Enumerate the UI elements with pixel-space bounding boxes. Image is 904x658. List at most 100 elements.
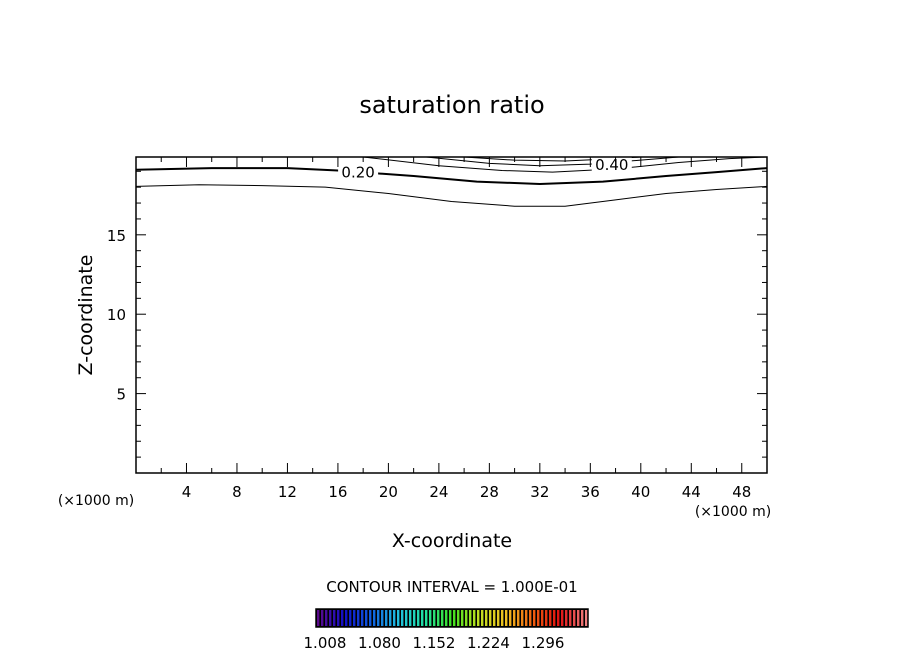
colorbar (315, 608, 589, 628)
colorbar-swatch (337, 610, 340, 626)
colorbar-swatch (445, 610, 448, 626)
colorbar-swatch (573, 610, 576, 626)
colorbar-swatch (393, 610, 396, 626)
colorbar-swatch (345, 610, 348, 626)
colorbar-swatch (381, 610, 384, 626)
colorbar-swatch (373, 610, 376, 626)
x-tick-label: 12 (278, 483, 297, 501)
colorbar-swatch (437, 610, 440, 626)
colorbar-swatch (529, 610, 532, 626)
colorbar-swatch (581, 610, 584, 626)
x-tick-label: 44 (682, 483, 701, 501)
x-tick-label: 40 (631, 483, 650, 501)
colorbar-swatch (329, 610, 332, 626)
colorbar-swatch (545, 610, 548, 626)
x-tick-label: 24 (429, 483, 448, 501)
colorbar-swatch (441, 610, 444, 626)
contour-line-3 (426, 156, 679, 167)
colorbar-swatch (365, 610, 368, 626)
colorbar-swatch (461, 610, 464, 626)
contour-line-2 (363, 156, 768, 173)
colorbar-swatch (501, 610, 504, 626)
colorbar-swatch (517, 610, 520, 626)
x-tick-label: 16 (328, 483, 347, 501)
colorbar-swatch (409, 610, 412, 626)
colorbar-swatch (433, 610, 436, 626)
x-axis-label: X-coordinate (392, 530, 512, 552)
colorbar-swatch (489, 610, 492, 626)
colorbar-swatch (533, 610, 536, 626)
colorbar-swatch (565, 610, 568, 626)
colorbar-swatch (457, 610, 460, 626)
x-unit-right: (×1000 m) (695, 504, 771, 520)
colorbar-swatch (317, 610, 320, 626)
colorbar-swatch (497, 610, 500, 626)
x-tick-label: 8 (232, 483, 242, 501)
colorbar-tick-label: 1.296 (522, 634, 565, 652)
colorbar-swatch (469, 610, 472, 626)
colorbar-swatch (525, 610, 528, 626)
colorbar-tick-label: 1.080 (358, 634, 401, 652)
colorbar-swatch (321, 610, 324, 626)
y-tick-label: 5 (116, 386, 126, 404)
plot-frame (135, 156, 768, 474)
colorbar-background (316, 609, 588, 627)
colorbar-frame (315, 608, 589, 628)
colorbar-swatch (585, 610, 588, 626)
colorbar-swatch (549, 610, 552, 626)
colorbar-swatch (325, 610, 328, 626)
colorbar-swatch (349, 610, 352, 626)
colorbar-swatch (361, 610, 364, 626)
colorbar-swatch (449, 610, 452, 626)
colorbar-swatch (397, 610, 400, 626)
colorbar-swatch (369, 610, 372, 626)
contour-labels: 0.20 0.40 (338, 156, 632, 181)
x-tick-label: 20 (379, 483, 398, 501)
contour-label-bg (591, 156, 632, 173)
colorbar-swatch (413, 610, 416, 626)
colorbar-tick-label: 1.224 (467, 634, 510, 652)
y-axis-label: Z-coordinate (75, 255, 97, 376)
chart-title: saturation ratio (359, 91, 544, 119)
contour-label-bg (338, 163, 379, 180)
contour-label: 0.20 (341, 163, 374, 181)
colorbar-swatch (577, 610, 580, 626)
y-tick-labels: 5 10 15 (107, 227, 126, 404)
colorbar-swatch (509, 610, 512, 626)
colorbar-swatch (473, 610, 476, 626)
colorbar-swatch (385, 610, 388, 626)
colorbar-swatch (425, 610, 428, 626)
colorbar-swatch (333, 610, 336, 626)
contour-line-1 (135, 167, 768, 185)
colorbar-swatch (429, 610, 432, 626)
colorbar-swatch (541, 610, 544, 626)
y-tick-label: 15 (107, 227, 126, 245)
colorbar-swatch (557, 610, 560, 626)
colorbar-swatch (561, 610, 564, 626)
x-tick-label: 48 (732, 483, 751, 501)
colorbar-tick-label: 1.152 (413, 634, 456, 652)
x-tick-label: 4 (182, 483, 192, 501)
contour-label: 0.40 (595, 156, 628, 174)
axis-ticks (136, 157, 767, 473)
colorbar-swatch (389, 610, 392, 626)
colorbar-swatch (553, 610, 556, 626)
colorbar-swatch (537, 610, 540, 626)
colorbar-swatch (417, 610, 420, 626)
x-tick-label: 28 (480, 483, 499, 501)
colorbar-swatch (505, 610, 508, 626)
colorbar-swatch (481, 610, 484, 626)
colorbar-swatch (521, 610, 524, 626)
contour-line-0 (135, 184, 768, 207)
x-tick-label: 32 (530, 483, 549, 501)
colorbar-tick-labels: 1.008 1.080 1.152 1.224 1.296 (304, 634, 565, 652)
colorbar-swatch (569, 610, 572, 626)
colorbar-tick-label: 1.008 (304, 634, 347, 652)
contour-interval-text: CONTOUR INTERVAL = 1.000E-01 (326, 578, 577, 596)
colorbar-swatch (493, 610, 496, 626)
contour-lines (135, 156, 768, 207)
colorbar-swatch (477, 610, 480, 626)
colorbar-swatch (405, 610, 408, 626)
colorbar-swatch (401, 610, 404, 626)
